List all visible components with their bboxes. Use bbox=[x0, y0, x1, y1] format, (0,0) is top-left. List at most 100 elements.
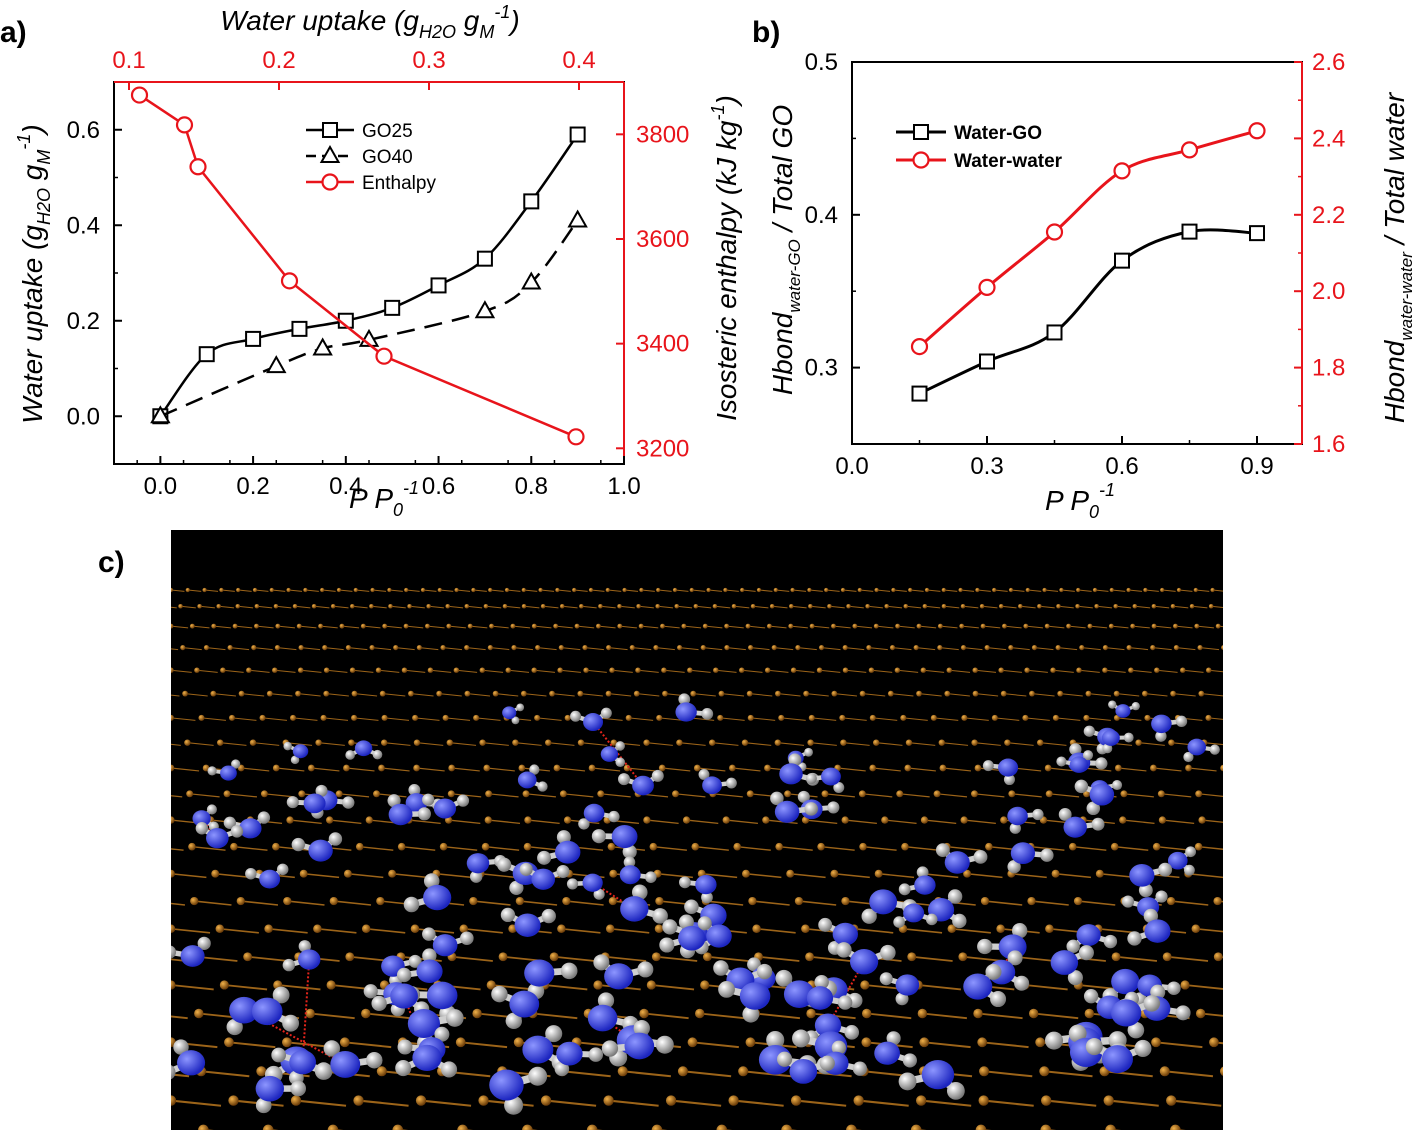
graphene-bond bbox=[1261, 626, 1278, 628]
carbon-atom bbox=[904, 764, 912, 772]
graphene-bond bbox=[221, 589, 235, 592]
carbon-atom bbox=[479, 667, 486, 673]
carbon-atom bbox=[1056, 604, 1061, 609]
graphene-bond bbox=[646, 819, 679, 825]
hydrogen-atom bbox=[1102, 743, 1113, 754]
carbon-atom bbox=[1291, 1095, 1301, 1105]
graphene-bond bbox=[277, 984, 321, 991]
carbon-atom bbox=[407, 604, 412, 609]
graphene-bond bbox=[182, 647, 202, 651]
carbon-atom bbox=[235, 604, 241, 609]
carbon-atom bbox=[1076, 587, 1081, 593]
carbon-atom bbox=[786, 869, 795, 878]
legend-marker bbox=[322, 122, 338, 138]
chart-a-x2tick-label: 0.4 bbox=[562, 47, 595, 74]
graphene-bond bbox=[416, 767, 445, 772]
carbon-atom bbox=[1008, 587, 1014, 593]
oxygen-atom bbox=[303, 793, 326, 814]
oxygen-atom bbox=[292, 744, 309, 759]
hydrogen-atom bbox=[529, 764, 540, 775]
graphene-bond bbox=[963, 605, 979, 609]
oxygen-atom bbox=[582, 873, 603, 892]
graphene-bond bbox=[563, 793, 594, 798]
carbon-atom bbox=[325, 816, 334, 824]
carbon-atom bbox=[1340, 1066, 1350, 1076]
hydrogen-atom bbox=[1003, 774, 1015, 786]
carbon-atom bbox=[563, 816, 572, 824]
carbon-atom bbox=[706, 587, 711, 593]
carbon-atom bbox=[941, 604, 947, 609]
graphene-bond bbox=[463, 927, 503, 934]
hydrogen-bond bbox=[301, 959, 311, 1063]
hydrogen-atom bbox=[1108, 700, 1117, 709]
chart-a: 0.0 0.2 0.4 0.6 0.8 1.00.00.20.40.63200340036… bbox=[14, 2, 742, 520]
graphene-bond bbox=[842, 589, 857, 592]
hydrogen-atom bbox=[898, 883, 911, 896]
oxygen-atom bbox=[524, 959, 555, 987]
graphene-bond bbox=[1089, 625, 1108, 629]
graphene-bond bbox=[798, 900, 837, 906]
graphene-bond bbox=[679, 647, 699, 651]
chart-b-y2tick-label: 2.0 bbox=[1312, 278, 1345, 305]
hydrogen-atom bbox=[408, 954, 422, 968]
carbon-atom bbox=[1113, 604, 1119, 609]
carbon-atom bbox=[713, 667, 719, 673]
carbon-atom bbox=[980, 623, 986, 629]
graphene-bond bbox=[1115, 605, 1132, 609]
carbon-atom bbox=[891, 587, 896, 593]
carbon-atom bbox=[774, 739, 781, 746]
carbon-atom bbox=[1025, 587, 1030, 593]
carbon-atom bbox=[1255, 691, 1261, 697]
graphene-bond bbox=[150, 626, 167, 628]
hydrogen-atom bbox=[662, 919, 678, 935]
hydrogen-atom bbox=[600, 707, 612, 719]
graphene-bond bbox=[819, 669, 841, 673]
graphene-bond bbox=[491, 625, 509, 629]
carbon-atom bbox=[1000, 816, 1008, 824]
graphene-bond bbox=[1184, 984, 1223, 990]
carbon-atom bbox=[1289, 925, 1298, 934]
graphene-bond bbox=[951, 927, 991, 934]
hydrogen-atom bbox=[833, 782, 845, 793]
oxygen-atom bbox=[330, 1050, 361, 1078]
carbon-atom bbox=[197, 604, 202, 609]
hydrogen-atom bbox=[1095, 757, 1108, 770]
graphene-bond bbox=[534, 669, 556, 673]
graphene-bond bbox=[580, 693, 603, 697]
graphene-bond bbox=[1238, 985, 1281, 989]
graphene-bond bbox=[619, 605, 635, 609]
hydrogen-atom bbox=[804, 802, 818, 816]
graphene-bond bbox=[274, 669, 296, 673]
graphene-bond bbox=[1213, 1041, 1223, 1045]
graphene-bond bbox=[1312, 1014, 1357, 1019]
data-point-go25 bbox=[291, 320, 308, 337]
graphene-bond bbox=[127, 874, 162, 878]
carbon-atom bbox=[716, 1124, 728, 1130]
graphene-bond bbox=[984, 900, 1023, 906]
graphene-bond bbox=[131, 820, 163, 823]
carbon-atom bbox=[1130, 623, 1136, 629]
carbon-atom bbox=[896, 790, 904, 798]
oxygen-atom bbox=[517, 771, 537, 789]
graphene-bond bbox=[456, 669, 478, 673]
carbon-atom bbox=[147, 624, 152, 629]
hydrogen-atom bbox=[1069, 743, 1082, 756]
carbon-atom bbox=[518, 764, 526, 772]
hydrogen-atom bbox=[1175, 715, 1188, 727]
legend-marker bbox=[912, 151, 930, 169]
carbon-atom bbox=[884, 604, 889, 609]
hydrogen-atom bbox=[396, 967, 412, 983]
carbon-atom bbox=[979, 1066, 990, 1077]
data-point-go40 bbox=[150, 405, 171, 424]
graphene-bond bbox=[755, 1012, 801, 1020]
graphene-bond bbox=[293, 717, 318, 721]
carbon-atom bbox=[343, 869, 352, 878]
graphene-bond bbox=[812, 625, 830, 629]
carbon-atom bbox=[184, 739, 191, 746]
carbon-atom bbox=[330, 604, 336, 609]
hydrogen-atom bbox=[511, 716, 520, 725]
graphene-bond bbox=[1123, 793, 1154, 798]
carbon-atom bbox=[230, 842, 238, 851]
oxygen-atom bbox=[522, 1035, 554, 1064]
graphene-bond bbox=[908, 742, 936, 746]
